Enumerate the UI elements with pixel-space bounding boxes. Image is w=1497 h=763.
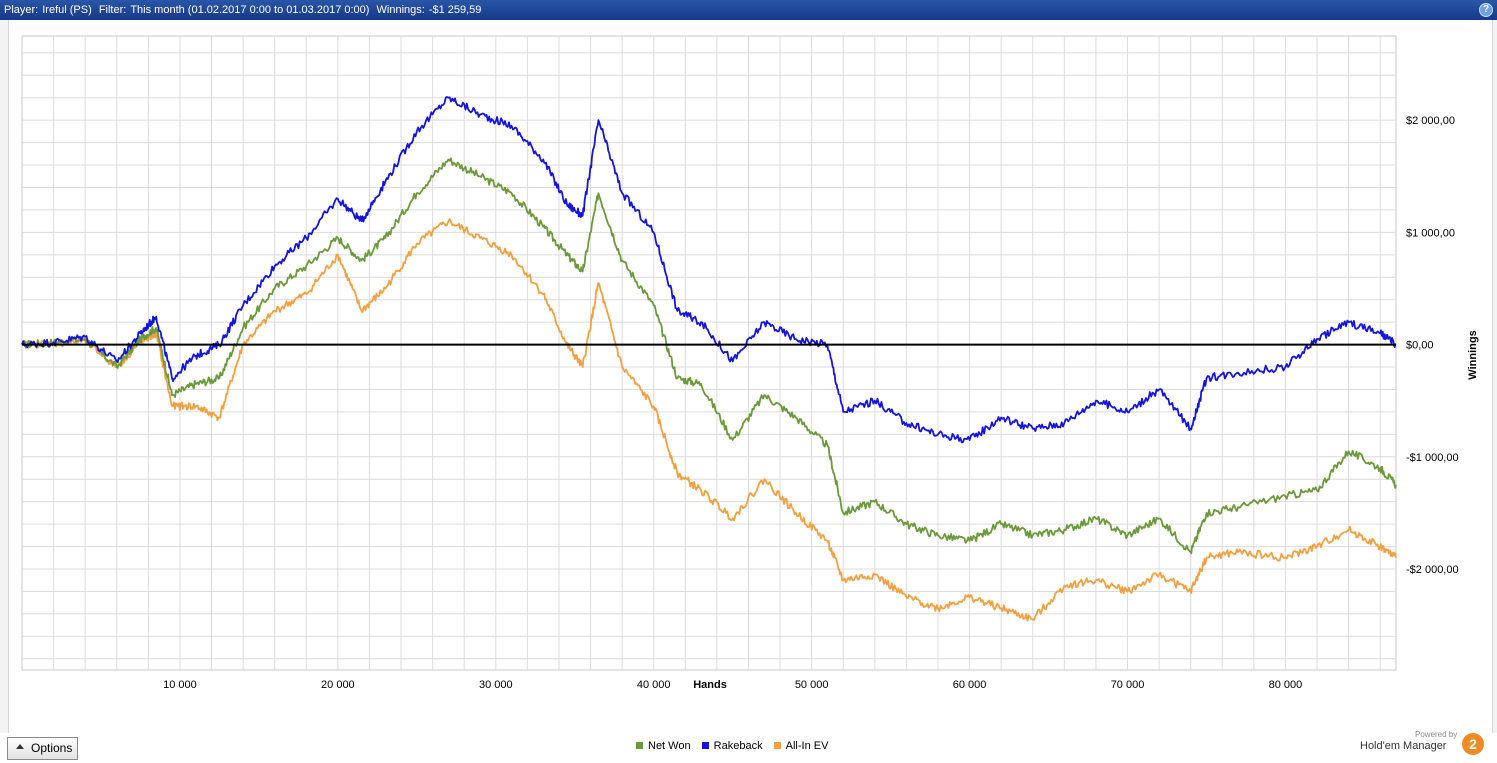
series-layer (21, 96, 1397, 622)
legend-label-rakeback: Rakeback (713, 740, 763, 752)
y-axis-label: Winnings (1467, 330, 1479, 379)
y-tick-label: -$1 000,00 (1406, 452, 1459, 464)
x-tick-label: 20 000 (321, 679, 355, 691)
title-bar: Player: Ireful (PS) Filter: This month (01… (0, 0, 1497, 20)
y-tick-label: $1 000,00 (1406, 227, 1455, 239)
y-tick-label: $2 000,00 (1406, 115, 1455, 127)
y-tick-label: -$2 000,00 (1406, 564, 1459, 576)
filter-value: This month (01.02.2017 0:00 to 01.03.201… (130, 4, 370, 16)
legend-swatch-all-in-ev (773, 741, 781, 749)
legend-swatch-net-won (636, 741, 643, 749)
right-frame (1492, 20, 1497, 733)
powered-by-text: Powered by (1415, 730, 1458, 739)
x-tick-label: 10 000 (163, 679, 197, 691)
series-line-all-in-ev (21, 218, 1397, 622)
x-tick-label: 50 000 (795, 679, 829, 691)
x-tick-label: 80 000 (1269, 679, 1303, 691)
hm2-logo-icon: 2 (1462, 733, 1484, 755)
brand: Powered by Hold'em Manager 2 (1358, 730, 1488, 763)
legend: Net Won Rakeback All-In EV (636, 740, 836, 752)
help-icon[interactable]: ? (1479, 3, 1493, 17)
left-frame (0, 20, 9, 733)
plot-area (21, 35, 1397, 671)
triangle-up-icon (16, 744, 24, 750)
legend-label-net-won: Net Won (648, 740, 691, 752)
player-value: Ireful (PS) (42, 4, 92, 16)
x-tick-label: 60 000 (953, 679, 987, 691)
x-tick-label: 40 000 (637, 679, 671, 691)
winnings-chart: 10 000 20 000 30 000 40 000 50 000 60 000 70 0… (21, 35, 1479, 691)
options-button[interactable]: Options (7, 737, 78, 760)
legend-item-all-in-ev[interactable]: All-In EV (773, 740, 829, 752)
brand-name: Hold'em Manager (1360, 740, 1447, 752)
legend-label-all-in-ev: All-In EV (785, 740, 829, 752)
filter-label: Filter: (98, 4, 127, 16)
legend-swatch-rakeback (701, 741, 709, 749)
grid (21, 35, 1397, 671)
x-axis-label: Hands (693, 679, 727, 691)
winnings-label: Winnings: (376, 4, 425, 16)
y-tick-label: $0,00 (1406, 340, 1434, 352)
bottom-bar: Options Net Won Rakeback All-In EV Power… (0, 730, 1497, 763)
series-line-net-won (21, 157, 1397, 555)
tick-labels: 10 000 20 000 30 000 40 000 50 000 60 000 70 0… (163, 115, 1459, 691)
x-tick-label: 70 000 (1111, 679, 1145, 691)
winnings-value: -$1 259,59 (428, 4, 482, 16)
series-line-rakeback (21, 96, 1397, 444)
legend-item-net-won[interactable]: Net Won (636, 740, 691, 752)
options-label: Options (31, 741, 73, 755)
legend-item-rakeback[interactable]: Rakeback (701, 740, 763, 752)
x-tick-label: 30 000 (479, 679, 513, 691)
player-label: Player: (4, 4, 39, 16)
